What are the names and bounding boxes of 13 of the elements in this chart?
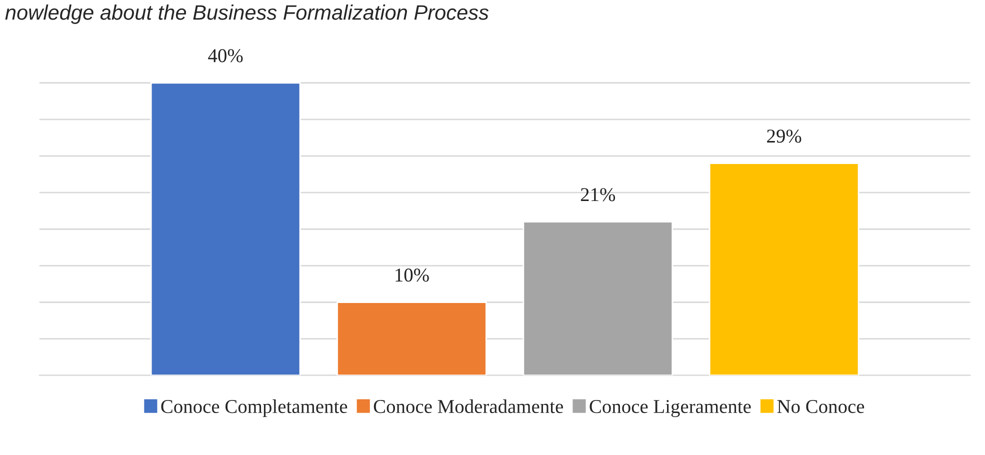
bar — [708, 162, 860, 376]
legend-label: Conoce Moderadamente — [374, 399, 563, 414]
bar — [522, 221, 674, 376]
chart-title: nowledge about the Business Formalization Process — [5, 4, 489, 24]
data-label: 29% — [767, 130, 802, 143]
legend-label: No Conoce — [777, 400, 864, 414]
bar — [150, 82, 301, 376]
legend-label: Conoce Ligeramente — [590, 400, 751, 418]
data-label: 21% — [580, 188, 616, 202]
bar — [336, 302, 487, 376]
legend-label: Conoce Completamente — [161, 399, 348, 418]
data-label: 40% — [208, 49, 243, 62]
data-label: 10% — [396, 268, 429, 282]
